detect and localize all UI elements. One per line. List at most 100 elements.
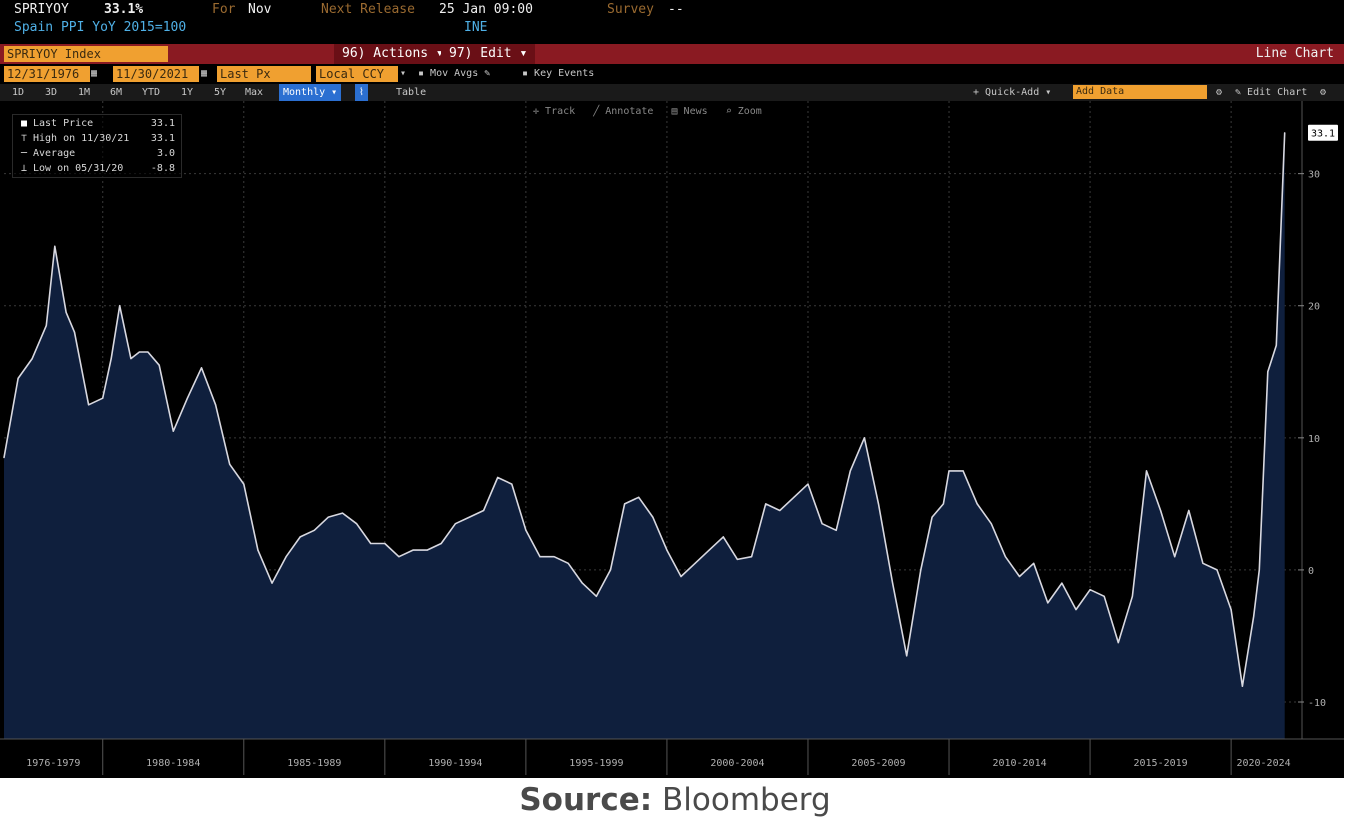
data-point: [567, 562, 569, 564]
key-events-toggle[interactable]: ▪ Key Events: [522, 68, 595, 79]
field-selector[interactable]: Last Px: [217, 66, 311, 82]
data-point: [849, 470, 851, 472]
period-max[interactable]: Max: [245, 87, 264, 98]
chart-type-label: Line Chart: [1255, 46, 1334, 61]
data-point: [906, 655, 908, 657]
series-line: [3, 132, 1286, 687]
quick-add-menu[interactable]: + Quick-Add ▾: [973, 87, 1052, 98]
data-point: [200, 367, 203, 369]
legend-high-value: 33.1: [150, 133, 175, 144]
data-point: [313, 529, 315, 531]
data-point: [511, 483, 513, 485]
period-1d[interactable]: 1D: [12, 87, 25, 98]
edit-menu[interactable]: 97) Edit ▾: [441, 44, 536, 64]
table-button[interactable]: Table: [396, 87, 427, 98]
add-data-field[interactable]: Add Data: [1073, 85, 1207, 99]
for-label: For: [212, 2, 236, 17]
data-point: [1103, 595, 1105, 597]
period-1m[interactable]: 1M: [78, 87, 91, 98]
currency-selector[interactable]: Local CCY: [316, 66, 398, 82]
x-period-label: 1995-1999: [569, 758, 623, 769]
key-events-label: Key Events: [534, 68, 595, 79]
data-point: [299, 536, 301, 538]
y-tick-label: 10: [1308, 434, 1320, 445]
data-point: [1216, 569, 1218, 571]
period-row: 1D 3D 1M 6M YTD 1Y 5Y Max Monthly ▾ ⌇ Ta…: [0, 84, 1344, 101]
data-point: [920, 569, 922, 571]
calendar-icon[interactable]: ▦: [201, 68, 208, 79]
calendar-icon[interactable]: ▦: [91, 68, 98, 79]
data-point: [765, 503, 767, 505]
data-point: [539, 556, 541, 558]
data-point: [976, 503, 978, 505]
high-marker-icon: ⊤: [20, 133, 28, 144]
data-point: [1004, 556, 1007, 558]
description-row: Spain PPI YoY 2015=100 INE: [0, 20, 1344, 36]
x-period-label: 1990-1994: [428, 758, 482, 769]
end-date-field[interactable]: 11/30/2021: [113, 66, 199, 82]
data-point: [158, 364, 160, 366]
data-point: [708, 549, 710, 551]
period-ytd[interactable]: YTD: [142, 87, 161, 98]
news-tool[interactable]: ▤ News: [671, 106, 708, 117]
track-tool[interactable]: ✛ Track: [533, 106, 576, 117]
news-label: News: [683, 106, 708, 117]
actions-menu[interactable]: 96) Actions ▾: [334, 44, 452, 64]
zoom-tool[interactable]: ⌕ Zoom: [725, 106, 762, 117]
data-point: [229, 463, 231, 465]
chart-tools: ✛ Track ╱ Annotate ▤ News ⌕ Zoom: [533, 104, 762, 120]
mov-avgs-toggle[interactable]: ▪ Mov Avgs ✎: [418, 68, 491, 79]
period-6m[interactable]: 6M: [110, 87, 123, 98]
data-point: [680, 575, 682, 578]
y-tick-label: 30: [1308, 170, 1320, 181]
data-point: [1018, 575, 1021, 578]
data-point: [186, 397, 188, 399]
low-marker-icon: ⊥: [20, 163, 28, 174]
data-point: [652, 516, 654, 518]
data-point: [1033, 562, 1035, 564]
data-point: [468, 516, 471, 518]
data-point: [243, 483, 245, 485]
data-point: [1117, 641, 1119, 644]
data-point: [1075, 608, 1077, 611]
data-point: [398, 556, 400, 558]
data-point: [119, 305, 121, 307]
period-1y[interactable]: 1Y: [181, 87, 194, 98]
mov-avgs-label: Mov Avgs: [430, 68, 479, 79]
period-5y[interactable]: 5Y: [214, 87, 227, 98]
chart-canvas: -10 0 10 20 30 33.1 1976-1979 1980-1984 1985-198…: [0, 101, 1344, 775]
start-date-field[interactable]: 12/31/1976: [4, 66, 90, 82]
annotate-tool[interactable]: ╱ Annotate: [593, 106, 654, 117]
data-point: [892, 582, 894, 584]
period-3d[interactable]: 3D: [45, 87, 58, 98]
chevron-down-icon[interactable]: ▾: [400, 68, 407, 79]
frequency-label: Monthly: [283, 87, 326, 98]
x-period-label: 1985-1989: [287, 758, 341, 769]
data-point: [1145, 470, 1148, 472]
data-point: [341, 512, 344, 514]
y-tick-label: 20: [1308, 302, 1320, 313]
gear-icon[interactable]: ⚙: [1320, 87, 1327, 98]
data-point: [482, 509, 485, 512]
settings-icon[interactable]: ⚙: [1216, 87, 1223, 98]
data-point: [356, 523, 358, 525]
last-value-tag-box: [1308, 124, 1338, 141]
x-period-label: 2015-2019: [1134, 758, 1188, 769]
line-style-icon[interactable]: ⌇: [355, 84, 368, 101]
data-point: [962, 470, 964, 472]
source-value: Bloomberg: [662, 782, 831, 818]
caret-down-icon: ▾: [435, 46, 444, 61]
edit-chart-button[interactable]: ✎ Edit Chart: [1235, 87, 1308, 98]
data-point: [750, 556, 753, 558]
series-area: [4, 132, 1285, 739]
x-period-label: 2010-2014: [992, 758, 1046, 769]
data-point: [45, 324, 47, 327]
x-period-label: 2005-2009: [851, 758, 905, 769]
source-code: INE: [464, 20, 488, 35]
last-value: 33.1%: [104, 2, 144, 17]
data-point: [942, 503, 944, 505]
frequency-selector[interactable]: Monthly ▾: [279, 84, 342, 101]
data-point: [285, 556, 287, 558]
security-field[interactable]: SPRIYOY Index: [4, 46, 168, 62]
y-tick-label: -10: [1308, 698, 1326, 709]
